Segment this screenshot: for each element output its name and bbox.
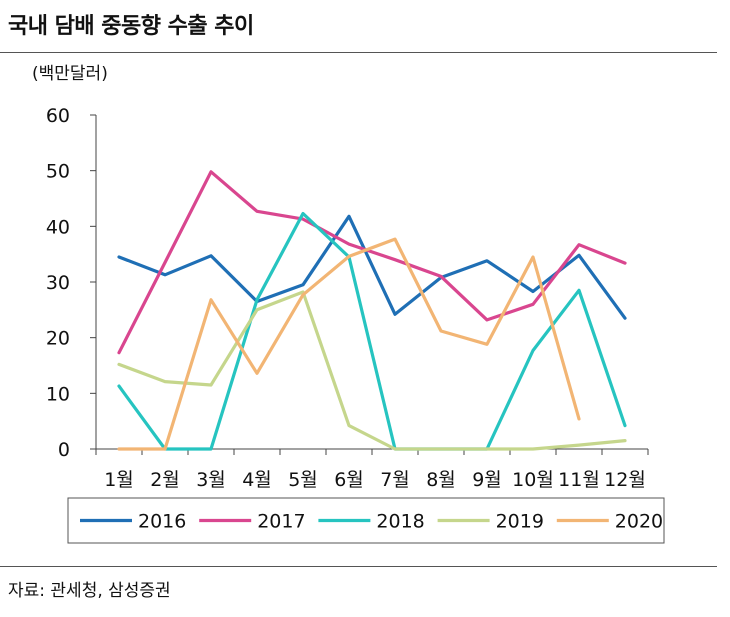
x-tick-label: 1월 [104, 469, 134, 491]
legend-label-2016: 2016 [138, 511, 186, 533]
y-tick-label: 60 [46, 105, 70, 127]
x-tick-label: 7월 [380, 469, 410, 491]
x-tick-label: 2월 [150, 469, 180, 491]
y-tick-label: 10 [46, 383, 70, 405]
series-line-2017 [117, 170, 627, 355]
x-tick-label: 9월 [472, 469, 502, 491]
x-tick-label: 4월 [242, 469, 272, 491]
series-line-2020 [117, 237, 581, 451]
x-tick-label: 5월 [288, 469, 318, 491]
x-tick-label: 6월 [334, 469, 364, 491]
chart-title: 국내 담배 중동향 수출 추이 [8, 14, 254, 39]
line-chart: (백만달러) 0 10 20 30 40 50 60 1월 2월 3월 4월 5월 6월 7월 8월 9월 1… [32, 64, 665, 544]
y-tick-label: 0 [58, 439, 70, 461]
x-tick-label: 10월 [512, 469, 554, 491]
legend-label-2020: 2020 [615, 511, 663, 533]
title-divider [0, 52, 717, 53]
x-tick-label: 12월 [604, 469, 646, 491]
x-tick-label: 8월 [426, 469, 456, 491]
series-line-2019 [117, 290, 627, 451]
y-unit-label: (백만달러) [32, 64, 108, 84]
legend-label-2019: 2019 [496, 511, 544, 533]
source-note: 자료: 관세청, 삼성증권 [8, 581, 171, 601]
y-tick-label: 30 [46, 272, 70, 294]
y-tick-label: 40 [46, 216, 70, 238]
series-line-2016 [117, 214, 627, 320]
x-tick-label: 3월 [196, 469, 226, 491]
footer-divider [0, 566, 717, 567]
legend-label-2018: 2018 [376, 511, 424, 533]
series-line-2018 [117, 211, 627, 451]
x-tick-label: 11월 [558, 469, 600, 491]
y-tick-label: 20 [46, 328, 70, 350]
y-tick-label: 50 [46, 161, 70, 183]
legend-label-2017: 2017 [257, 511, 305, 533]
